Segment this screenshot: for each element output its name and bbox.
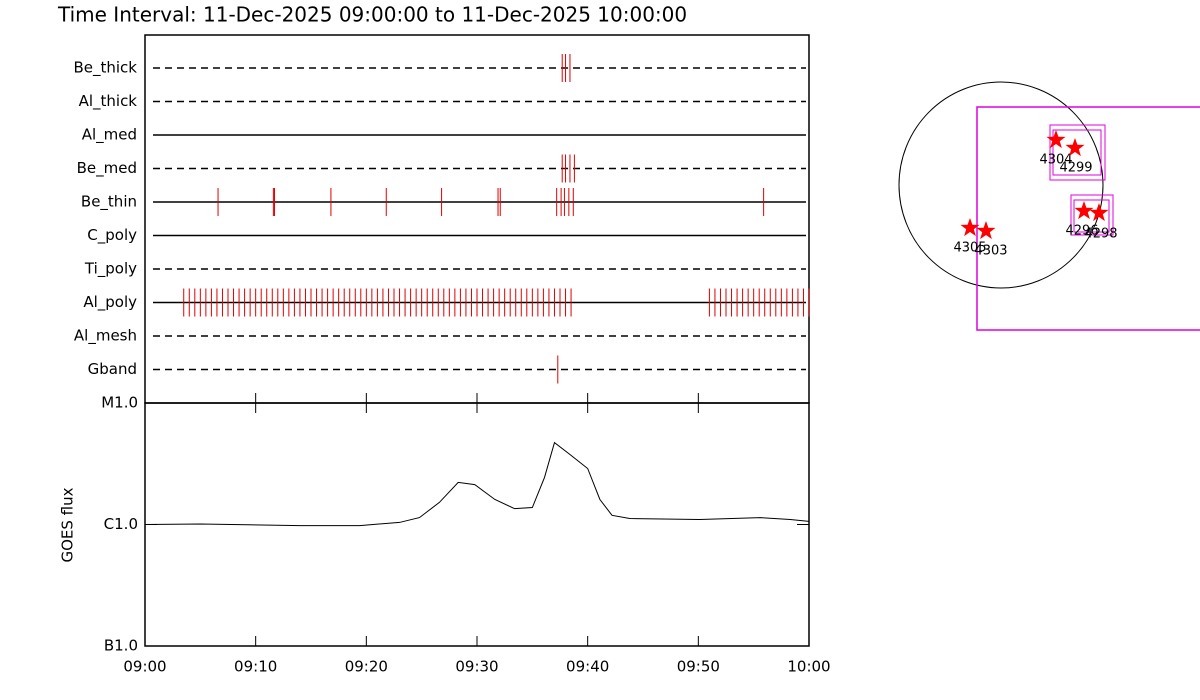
row-label: Al_poly <box>83 293 137 312</box>
region-label: 4296 <box>1065 224 1098 239</box>
x-tick-label: 09:50 <box>677 658 720 676</box>
y-tick-label: C1.0 <box>104 515 138 533</box>
region-star <box>976 221 996 240</box>
row-label: Al_mesh <box>74 327 137 346</box>
row-label: Al_thick <box>79 92 138 111</box>
timeline-frame <box>144 34 810 404</box>
fov-box <box>976 106 1200 331</box>
map <box>898 81 1200 331</box>
x-tick-label: 09:20 <box>345 658 388 676</box>
x-tick-label: 09:10 <box>234 658 277 676</box>
x-tick-label: 09:30 <box>455 658 498 676</box>
x-tick-label: 10:00 <box>787 658 830 676</box>
region-star <box>1074 201 1094 220</box>
row-label: Al_med <box>82 126 137 145</box>
region-star <box>1089 203 1109 222</box>
sun-limb <box>898 81 1104 289</box>
region-label: 4304 <box>1039 153 1072 168</box>
region-label: 4298 <box>1084 227 1117 242</box>
row-label: Ti_poly <box>84 260 137 279</box>
region-label: 4303 <box>974 244 1007 259</box>
row-label: Be_thick <box>73 59 137 78</box>
region-star <box>960 218 980 237</box>
y-axis-label: GOES flux <box>59 487 77 562</box>
y-tick-label: B1.0 <box>104 637 138 655</box>
y-tick-label: M1.0 <box>101 394 138 412</box>
row-label: C_poly <box>87 226 137 245</box>
x-tick-label: 09:40 <box>566 658 609 676</box>
row-label: Be_med <box>77 159 137 178</box>
chart-title: Time Interval: 11-Dec-2025 09:00:00 to 1… <box>57 3 687 27</box>
fov-box <box>1073 199 1110 233</box>
fov-box <box>1070 194 1114 236</box>
region-star <box>1046 130 1066 149</box>
goes-line <box>144 441 810 527</box>
region-star <box>1065 138 1085 157</box>
row-label: Be_thin <box>81 193 137 212</box>
fov-box <box>1049 124 1106 181</box>
x-tick-label: 09:00 <box>123 658 166 676</box>
fov-box <box>1052 129 1102 176</box>
region-label: 4305 <box>953 241 986 256</box>
region-label: 4299 <box>1059 161 1092 176</box>
row-label: Gband <box>88 360 137 378</box>
